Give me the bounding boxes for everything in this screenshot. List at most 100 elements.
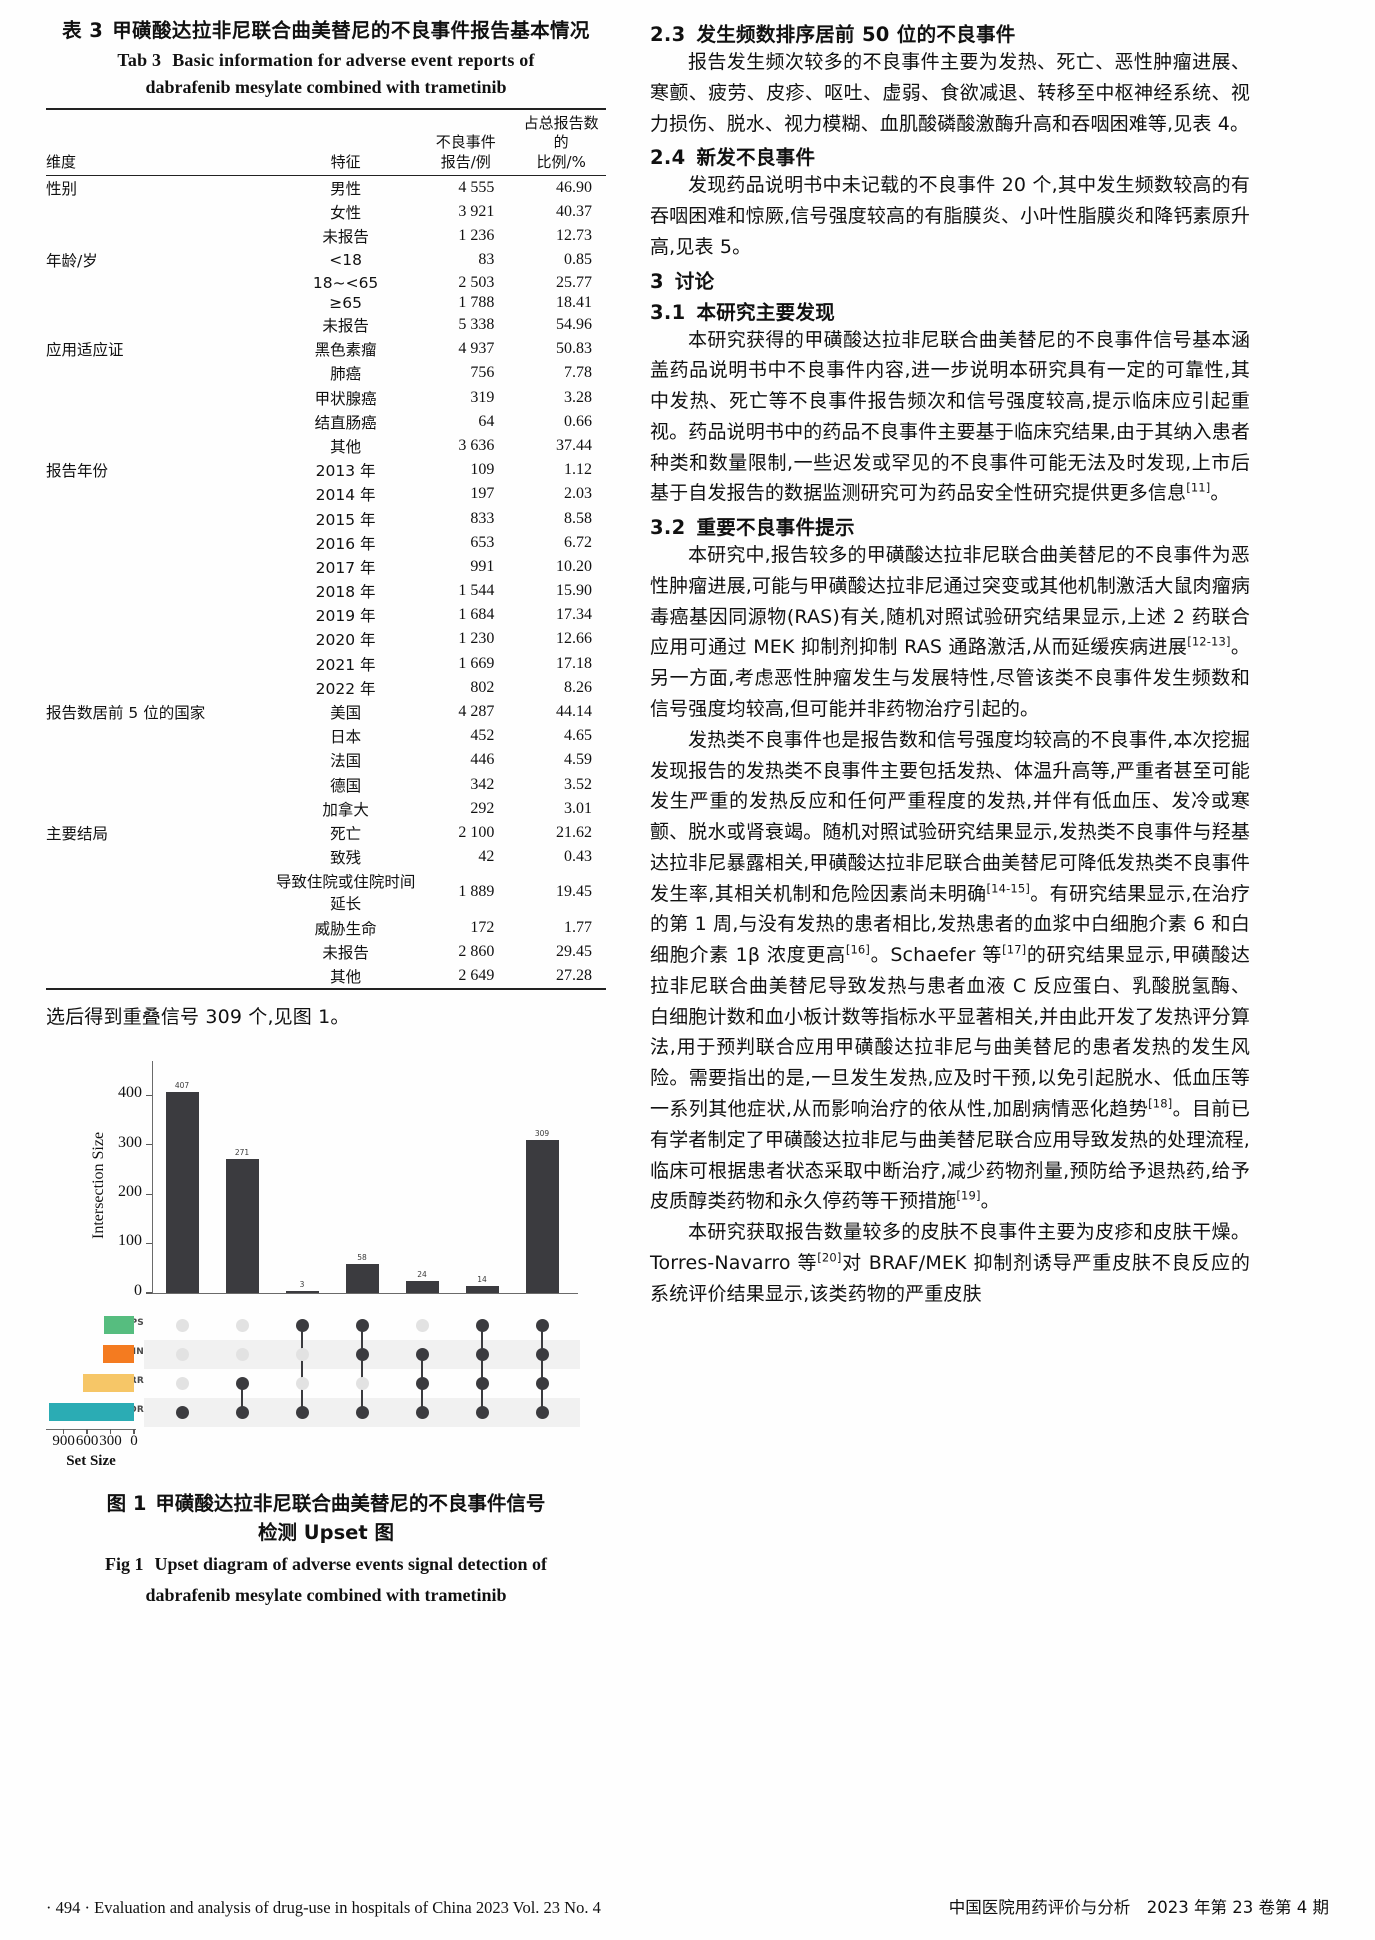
table3-title-en-1: Basic information for adverse event repo…: [172, 50, 535, 71]
matrix-dot-inactive-mgps: [235, 1318, 249, 1332]
s32-p2-citation-1: [14-15]: [986, 881, 1030, 896]
cell-dimension: [46, 652, 270, 676]
cell-feature: 死亡: [330, 824, 362, 843]
cell-dimension: [46, 748, 270, 772]
cell-dimension: [46, 579, 270, 603]
cell-dimension: 报告年份: [46, 462, 109, 481]
intersection-bar: [165, 1091, 199, 1293]
cell-report-count: 1 669: [458, 654, 495, 672]
cell-report-count: 2 503: [458, 273, 495, 291]
cell-dimension: [46, 627, 270, 651]
figure1-caption-cn-1: 图 1 甲磺酸达拉非尼联合曲美替尼的不良事件信号: [46, 1489, 606, 1518]
y-tick-mark: [146, 1094, 152, 1097]
matrix-connector: [360, 1325, 364, 1413]
th-percent-line2: 比例/%: [536, 152, 586, 171]
cell-dimension: [46, 410, 270, 434]
y-axis-line: [152, 1060, 154, 1293]
cell-report-count: 4 287: [458, 703, 495, 721]
s31-tail: 。: [1210, 482, 1230, 505]
cell-percent: 15.90: [556, 582, 592, 600]
figure1: 0 100 200 300 400 Intersection Size 407 271 3 58 2…: [46, 1047, 606, 1610]
matrix-dot-inactive-prr: [295, 1376, 309, 1390]
intersection-bar: [285, 1291, 319, 1293]
section-2-3-heading: 2.3 发生频数排序居前 50 位的不良事件: [650, 18, 1250, 47]
table3-title-cn: 甲磺酸达拉非尼联合曲美替尼的不良事件报告基本情况: [112, 19, 590, 42]
table3-caption-cn: 表 3 甲磺酸达拉非尼联合曲美替尼的不良事件报告基本情况: [46, 16, 606, 45]
table3-caption: 表 3 甲磺酸达拉非尼联合曲美替尼的不良事件报告基本情况 Tab 3 Basic i…: [46, 16, 606, 101]
s32-p2-citation-3: [17]: [1002, 942, 1027, 957]
cell-report-count: 83: [478, 251, 495, 269]
cell-percent: 3.01: [564, 799, 592, 817]
figure1-title-en-1: Upset diagram of adverse events signal d…: [154, 1554, 547, 1575]
cell-dimension: 主要结局: [46, 824, 109, 843]
matrix-connector: [480, 1325, 484, 1413]
figure1-title-cn-1: 甲磺酸达拉非尼联合曲美替尼的不良事件信号: [155, 1491, 546, 1515]
section-3-2-number: 3.2: [650, 516, 686, 540]
cell-dimension: [46, 386, 270, 410]
section-2-3-body: 报告发生频次较多的不良事件主要为发热、死亡、恶性肿瘤进展、寒颤、疲劳、皮疹、呕吐…: [650, 51, 1250, 135]
th-feature: 特征: [270, 108, 422, 176]
section-3-1-title: 本研究主要发现: [696, 300, 836, 324]
cell-percent: 46.90: [556, 178, 592, 196]
table3-label-cn: 表 3: [62, 19, 104, 42]
intersection-bar-value: 3: [299, 1280, 305, 1290]
page-footer: · 494 · Evaluation and analysis of drug-…: [46, 1894, 1329, 1918]
s31-text: 本研究获得的甲磺酸达拉非尼联合曲美替尼的不良事件信号基本涵盖药品说明书中不良事件…: [650, 328, 1250, 505]
cell-report-count: 756: [470, 364, 495, 382]
table-row: 女性 3 921 40.37: [46, 200, 606, 224]
table-row: 其他 3 636 37.44: [46, 434, 606, 458]
cell-percent: 3.28: [564, 388, 592, 406]
matrix-dot-active-ror: [535, 1405, 549, 1419]
s32-p2-a: 发热类不良事件也是报告数和信号强度均较高的不良事件,本次挖掘发现报告的发热类不良…: [650, 728, 1250, 905]
cell-dimension: [46, 676, 270, 700]
table3-header-row: 维度 特征 不良事件 报告/例 占总报告数的 比例/%: [46, 108, 606, 176]
table-row: 结直肠癌 64 0.66: [46, 410, 606, 434]
set-size-bar-mgps: [103, 1316, 134, 1335]
two-column-layout: 表 3 甲磺酸达拉非尼联合曲美替尼的不良事件报告基本情况 Tab 3 Basic i…: [46, 16, 1329, 1609]
section-3-1-heading: 3.1 本研究主要发现: [650, 296, 1250, 325]
cell-percent: 12.73: [556, 227, 592, 245]
section-3-number: 3: [650, 269, 664, 293]
set-size-tick-mark: [62, 1428, 65, 1434]
cell-percent: 4.59: [564, 751, 592, 769]
cell-percent: 3.52: [564, 775, 592, 793]
set-size-tick-label: 600: [75, 1432, 99, 1449]
cell-report-count: 2 100: [458, 823, 495, 841]
cell-feature: 2014 年: [315, 486, 376, 505]
cell-dimension: 年龄/岁: [46, 252, 98, 271]
cell-report-count: 292: [470, 799, 495, 817]
matrix-dot-active-mgps: [355, 1318, 369, 1332]
cell-feature: 甲状腺癌: [314, 389, 377, 408]
cell-dimension: [46, 224, 270, 248]
matrix-dot-active-bcpnn: [475, 1347, 489, 1361]
cell-feature: 德国: [330, 776, 362, 795]
intersection-bar: [525, 1140, 559, 1293]
th-reports-line2: 报告/例: [440, 152, 491, 171]
matrix-dot-active-bcpnn: [535, 1347, 549, 1361]
matrix-dot-active-ror: [415, 1405, 429, 1419]
footer-right: 中国医院用药评价与分析 2023 年第 23 卷第 4 期: [948, 1898, 1329, 1917]
y-tick-mark: [146, 1144, 152, 1146]
matrix-dot-active-mgps: [535, 1318, 549, 1332]
cell-report-count: 4 937: [458, 340, 495, 358]
intersection-bar-value: 309: [534, 1129, 550, 1139]
cell-report-count: 1 544: [458, 582, 495, 600]
cell-report-count: 1 788: [458, 293, 495, 311]
s32-p2-citation-2: [16]: [845, 942, 871, 957]
cell-dimension: [46, 313, 270, 337]
cell-percent: 1.12: [564, 461, 592, 479]
cell-dimension: [46, 724, 270, 748]
matrix-dot-inactive-bcpnn: [175, 1347, 189, 1361]
table-row: 未报告 1 236 12.73: [46, 224, 606, 248]
table-row: 报告数居前 5 位的国家 美国 4 287 44.14: [46, 700, 606, 724]
cell-dimension: [46, 273, 270, 293]
matrix-connector: [240, 1383, 244, 1413]
s32-p2-b: 。有研究结果显示,在治疗的第 1 周,与没有发热的患者相比,发热患者的血浆中白细…: [650, 882, 1250, 967]
section-2-4-title: 新发不良事件: [696, 146, 816, 170]
cell-dimension: [46, 603, 270, 627]
matrix-dot-inactive-mgps: [415, 1318, 429, 1332]
set-size-tick-label: 0: [130, 1432, 138, 1449]
cell-dimension: [46, 915, 270, 939]
set-size-bar-ror: [49, 1403, 134, 1422]
